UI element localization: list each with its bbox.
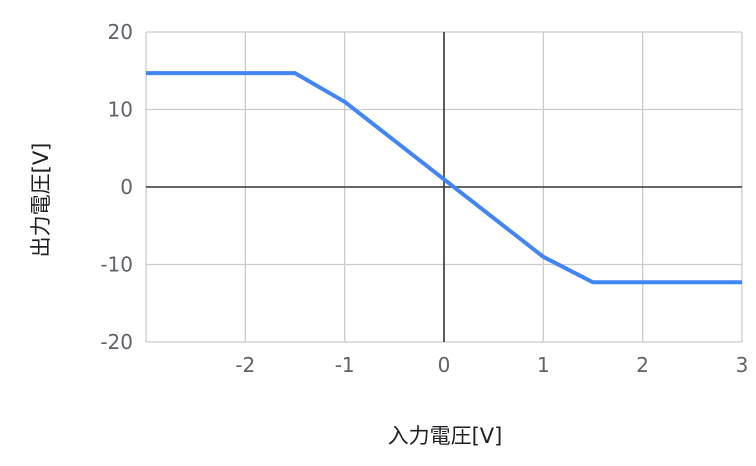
y-tick-label: 10 xyxy=(108,98,133,122)
y-axis-title: 出力電圧[V] xyxy=(29,143,53,258)
x-axis-title: 入力電圧[V] xyxy=(388,424,503,448)
y-tick-label: 20 xyxy=(108,20,133,44)
x-tick-label: 0 xyxy=(438,353,451,377)
x-tick-label: -2 xyxy=(235,353,255,377)
x-tick-label: 3 xyxy=(736,353,749,377)
y-tick-label: 0 xyxy=(120,175,133,199)
zero-axes xyxy=(146,32,742,342)
y-tick-labels: 20 10 0 -10 -20 xyxy=(100,20,133,354)
y-tick-label: -20 xyxy=(100,330,133,354)
series-layer xyxy=(146,71,742,285)
x-tick-label: -1 xyxy=(335,353,355,377)
x-tick-label: 1 xyxy=(537,353,550,377)
series-line-0 xyxy=(146,71,742,285)
x-tick-labels: -2 -1 0 1 2 3 xyxy=(235,353,748,377)
y-tick-label: -10 xyxy=(100,253,133,277)
x-tick-label: 2 xyxy=(636,353,649,377)
